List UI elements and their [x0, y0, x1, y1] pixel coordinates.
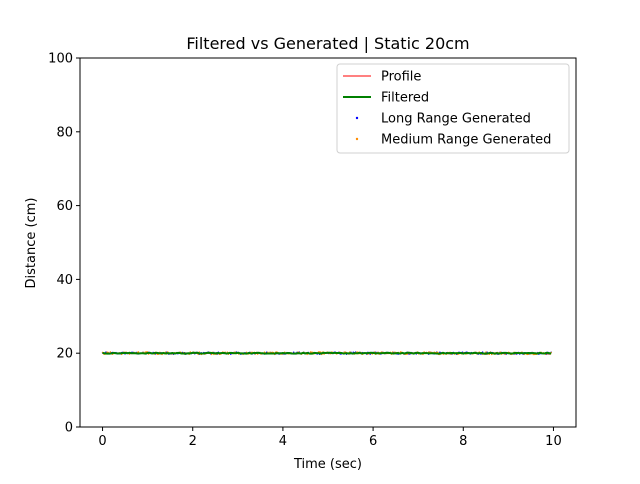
legend-label-long-range-generated: Long Range Generated: [381, 112, 531, 127]
data-point: [106, 351, 108, 353]
x-tick-label: 8: [459, 434, 467, 449]
y-tick-label: 40: [56, 273, 73, 288]
data-point: [309, 351, 312, 353]
y-tick-label: 60: [56, 199, 73, 214]
legend-label-profile: Profile: [381, 70, 421, 85]
data-point: [436, 351, 439, 353]
plot-area: [79, 57, 577, 428]
x-axis: 0 2 4 6 8 10: [98, 427, 562, 449]
data-point: [109, 351, 112, 353]
data-point: [105, 351, 107, 353]
legend-swatch-long-range-generated: [355, 116, 359, 120]
legend-box: [336, 63, 570, 154]
y-axis-label: Distance (cm): [24, 198, 39, 289]
data-point: [442, 353, 444, 356]
x-tick-label: 2: [189, 434, 197, 449]
x-axis-label: Time (sec): [293, 457, 362, 472]
series-line-filtered: [102, 351, 552, 355]
x-tick-label: 4: [279, 434, 287, 449]
data-point: [266, 351, 268, 353]
y-tick-label: 100: [48, 52, 73, 67]
legend-label-medium-range-generated: Medium Range Generated: [381, 133, 551, 148]
y-tick-label: 0: [65, 421, 73, 436]
data-point: [399, 351, 402, 353]
x-tick-label: 6: [369, 434, 377, 449]
y-axis: 0 20 40 60 80 100: [48, 52, 80, 436]
x-tick-label: 0: [98, 434, 106, 449]
data-point: [310, 351, 313, 353]
legend-label-filtered: Filtered: [381, 91, 429, 106]
chart-title: Filtered vs Generated | Static 20cm: [186, 34, 469, 53]
x-tick-label: 10: [545, 434, 562, 449]
data-point: [526, 353, 529, 356]
data-point: [504, 353, 506, 356]
data-point: [137, 351, 140, 353]
legend: Profile Filtered Long Range Generated Mediu…: [336, 63, 570, 154]
legend-swatch-medium-range-generated: [355, 137, 359, 141]
data-point: [144, 351, 146, 353]
y-tick-label: 20: [56, 347, 73, 362]
plot-frame: [79, 57, 577, 428]
y-tick-label: 80: [56, 125, 73, 140]
data-point: [210, 353, 213, 356]
